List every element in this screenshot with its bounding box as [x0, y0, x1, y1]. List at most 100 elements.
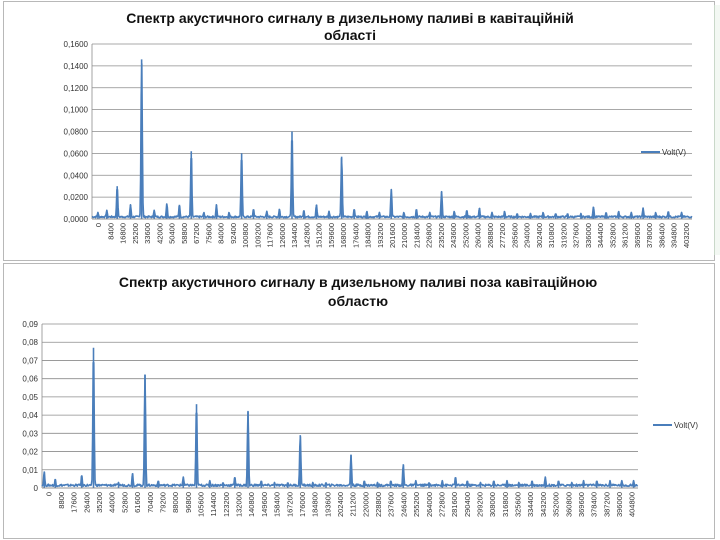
chart2-x-tick-label: 140800 — [247, 492, 256, 517]
chart1-x-tick-label: 100800 — [241, 223, 250, 248]
chart1-x-tick-label: 16800 — [119, 223, 128, 244]
chart1-x-tick-label: 184800 — [364, 223, 373, 248]
chart2-x-tick-label: 8800 — [57, 492, 66, 509]
chart1-x-tick-label: 285600 — [510, 223, 519, 248]
chart2-x-tick-label: 246400 — [399, 492, 408, 517]
chart1-y-tick-label: 0,0400 — [64, 171, 89, 180]
chart2-x-tick-label: 52800 — [120, 492, 129, 513]
chart2-x-tick-label: 220000 — [361, 492, 370, 517]
chart1-y-tick-label: 0,1400 — [64, 62, 89, 71]
chart2-x-tick-label: 237600 — [387, 492, 396, 517]
chart1-x-tick-label: 159600 — [327, 223, 336, 248]
chart1-legend-label: Volt(V) — [662, 148, 686, 157]
chart2-y-tick-label: 0,05 — [22, 393, 38, 402]
chart2-legend-label: Volt(V) — [674, 421, 698, 430]
chart2-x-tick-label: 369600 — [577, 492, 586, 517]
chart1-y-tick-label: 0,1000 — [64, 106, 89, 115]
chart2-x-tick-label: 404800 — [628, 492, 637, 517]
chart1-x-tick-label: 378000 — [645, 223, 654, 248]
chart2-x-tick-label: 352000 — [552, 492, 561, 517]
chart2-x-tick-label: 114400 — [209, 492, 218, 516]
chart1-x-tick-label: 33600 — [143, 223, 152, 244]
chart1-x-tick-label: 151200 — [315, 223, 324, 248]
chart2-title-line1: Спектр акустичного сигналу в дизельному … — [119, 274, 597, 290]
chart2-x-tick-label: 299200 — [475, 492, 484, 517]
chart2-y-tick-label: 0 — [34, 484, 39, 493]
chart2-title-line2: областю — [328, 293, 388, 309]
chart1-x-tick-label: 352800 — [608, 223, 617, 248]
chart2-x-tick-label: 308000 — [488, 492, 497, 517]
chart1-x-tick-label: 25200 — [131, 223, 140, 244]
chart1-y-tick-label: 0,1600 — [64, 40, 89, 49]
chart1-x-tick-label: 268800 — [486, 223, 495, 248]
chart2-x-tick-label: 316800 — [501, 492, 510, 517]
chart1-x-tick-label: 117600 — [266, 223, 275, 247]
chart1-title-line1: Спектр акустичного сигналу в дизельному … — [126, 10, 574, 26]
chart2-x-tick-label: 70400 — [146, 492, 155, 513]
chart1-x-tick-label: 176400 — [351, 223, 360, 248]
chart1-x-tick-label: 302400 — [535, 223, 544, 248]
chart1-x-tick-label: 319200 — [559, 223, 568, 248]
chart1-x-tick-label: 109200 — [253, 223, 262, 248]
chart1-x-tick-label: 277200 — [498, 223, 507, 248]
chart2-x-tick-label: 325600 — [514, 492, 523, 517]
chart1-x-tick-label: 92400 — [229, 223, 238, 244]
chart2-plot: 0 0,01 0,02 0,03 0,04 0,05 0,06 0,07 0,08 0,09 0 88… — [22, 320, 639, 517]
chart1-x-tick-label: 50400 — [168, 223, 177, 244]
chart1-x-tick-label: 168000 — [339, 223, 348, 248]
chart2-y-tick-label: 0,02 — [22, 448, 38, 457]
chart2-x-tick-label: 149600 — [260, 492, 269, 517]
chart-panel-non-cavitation — [3, 263, 715, 539]
chart2-x-tick-label: 264000 — [425, 492, 434, 517]
chart1-x-tick-label: 386400 — [657, 223, 666, 248]
chart2-x-tick-label: 26400 — [82, 492, 91, 513]
chart2-x-tick-label: 378400 — [590, 492, 599, 517]
chart1-x-tick-label: 310800 — [547, 223, 556, 248]
chart1-x-tick-label: 327600 — [572, 223, 581, 248]
chart1-y-tick-label: 0,1200 — [64, 84, 89, 93]
chart2-x-tick-label: 228800 — [374, 492, 383, 517]
chart2-y-tick-label: 0,09 — [22, 320, 38, 329]
chart1-x-tick-label: 235200 — [437, 223, 446, 248]
chart1-x-tick-label: 210000 — [400, 223, 409, 248]
chart1-x-tick-label: 134400 — [290, 223, 299, 248]
chart1-plot: 0,0000 0,0200 0,0400 0,0600 0,0800 0,1000 0,12… — [64, 40, 693, 248]
chart1-y-tick-label: 0,0200 — [64, 193, 89, 202]
chart2-x-tick-label: 167200 — [285, 492, 294, 517]
chart2-x-tick-label: 334400 — [526, 492, 535, 517]
chart1-x-tick-label: 84000 — [217, 223, 226, 244]
chart1-x-tick-label: 394800 — [670, 223, 679, 248]
chart1-x-tick-label: 403200 — [682, 223, 691, 248]
chart1-x-tick-label: 369600 — [633, 223, 642, 248]
chart1-y-tick-label: 0,0800 — [64, 128, 89, 137]
chart2-x-tick-label: 396000 — [615, 492, 624, 517]
chart1-x-tick-label: 336000 — [584, 223, 593, 248]
chart1-x-tick-label: 294000 — [523, 223, 532, 248]
chart1-x-tick-label: 201600 — [388, 223, 397, 248]
chart2-x-tick-label: 343200 — [539, 492, 548, 517]
chart2-x-tick-label: 105600 — [197, 492, 206, 517]
chart2-x-tick-label: 79200 — [158, 492, 167, 513]
chart2-y-tick-label: 0,01 — [22, 466, 38, 475]
chart2-x-tick-label: 88000 — [171, 492, 180, 513]
chart1-x-tick-label: 75600 — [204, 223, 213, 244]
chart2-x-tick-label: 255200 — [412, 492, 421, 517]
chart2-x-tick-label: 290400 — [463, 492, 472, 517]
side-scroll-strip — [714, 5, 720, 255]
chart2-x-tick-label: 387200 — [602, 492, 611, 517]
chart1-x-tick-label: 344400 — [596, 223, 605, 248]
chart1-x-tick-label: 142800 — [302, 223, 311, 248]
chart2-x-tick-label: 272800 — [437, 492, 446, 517]
chart1-x-tick-label: 243600 — [449, 223, 458, 248]
chart1-x-tick-label: 42000 — [155, 223, 164, 244]
chart2-x-tick-label: 96800 — [184, 492, 193, 513]
chart2-y-tick-label: 0,08 — [22, 338, 38, 347]
chart2-y-tick-label: 0,03 — [22, 429, 38, 438]
chart1-x-tick-label: 58800 — [180, 223, 189, 244]
chart2-x-tick-label: 17600 — [70, 492, 79, 513]
chart2-x-tick-label: 132000 — [235, 492, 244, 517]
chart2-x-tick-label: 184800 — [311, 492, 320, 517]
chart1-x-tick-label: 67200 — [192, 223, 201, 244]
chart2-x-tick-label: 281600 — [450, 492, 459, 517]
